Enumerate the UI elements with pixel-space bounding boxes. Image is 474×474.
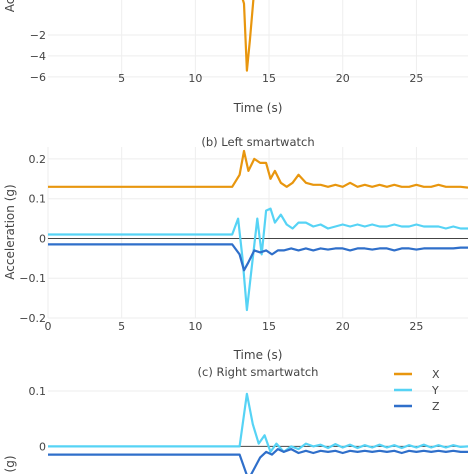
y-tick-label: 0.1 — [29, 385, 47, 398]
x-tick-label: 15 — [262, 320, 276, 333]
y-tick-label: 0.1 — [29, 193, 47, 206]
y-tick-label: −2 — [30, 29, 46, 42]
y-tick-label: −4 — [30, 50, 46, 63]
legend-label-z: Z — [432, 400, 440, 413]
y-tick-label: 0 — [39, 232, 46, 245]
chart-title: (b) Left smartwatch — [201, 135, 314, 149]
x-tick-label: 10 — [188, 72, 202, 85]
legend: X Y Z — [394, 368, 440, 413]
y-axis-label: Acceleration (g) — [3, 184, 17, 279]
x-axis-label: Time (s) — [233, 348, 283, 362]
x-tick-label: 15 — [262, 72, 276, 85]
legend-label-x: X — [432, 368, 440, 381]
x-tick-label: 10 — [188, 320, 202, 333]
series-line-y — [48, 207, 468, 312]
x-tick-label: 25 — [409, 320, 423, 333]
y-tick-label: 0 — [39, 440, 46, 453]
x-tick-label: 5 — [118, 320, 125, 333]
x-axis-label: Time (s) — [233, 101, 283, 115]
y-tick-label: −0.1 — [19, 272, 46, 285]
legend-label-y: Y — [431, 384, 439, 397]
chart-panel-3: 0.1 0 (c) Right smartwatch (g) — [3, 365, 468, 474]
series-line-x — [241, 0, 255, 72]
series-line-y — [48, 392, 468, 453]
y-tick-label: −6 — [30, 71, 46, 84]
y-axis-label: (g) — [3, 456, 17, 473]
x-tick-label: 0 — [45, 320, 52, 333]
y-axis-label: Ac — [3, 0, 17, 12]
chart-title: (c) Right smartwatch — [198, 365, 319, 379]
series-line-x — [48, 149, 468, 189]
x-tick-label: 5 — [118, 72, 125, 85]
x-tick-label: 20 — [336, 320, 350, 333]
x-tick-label: 20 — [336, 72, 350, 85]
series-line-z — [48, 448, 468, 474]
series-line-z — [48, 243, 468, 272]
chart-panel-2: 0.20.10−0.1−0.20 5 10 15 20 25(b) Left smartw… — [3, 135, 468, 362]
y-tick-label: 0.2 — [29, 153, 47, 166]
y-tick-label: −0.2 — [19, 312, 46, 325]
x-tick-label: 25 — [409, 72, 423, 85]
